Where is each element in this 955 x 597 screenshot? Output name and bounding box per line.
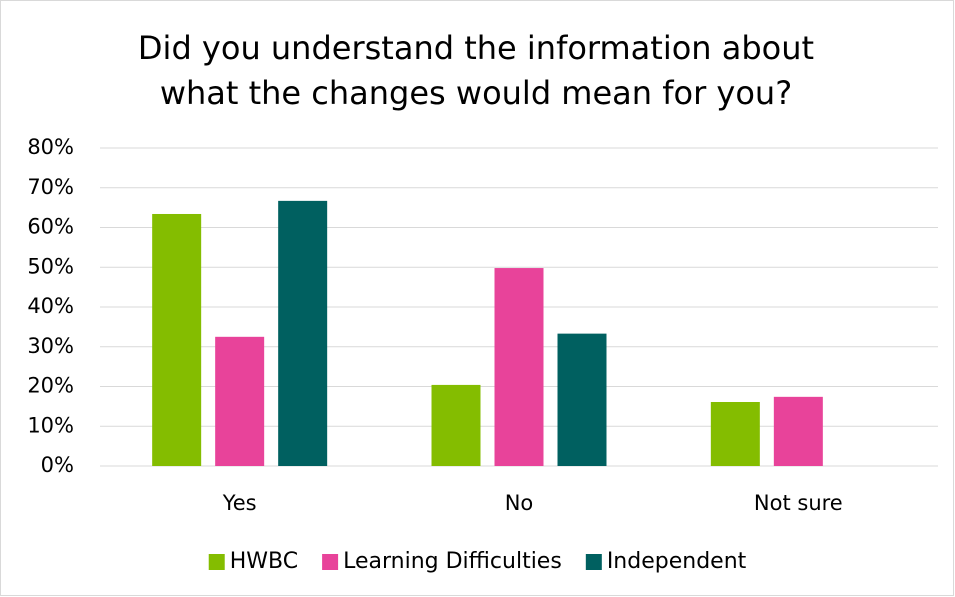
y-tick-label: 30% [27, 334, 74, 358]
bar [710, 402, 760, 466]
chart-title: Did you understand the information about [138, 29, 814, 67]
bar [773, 396, 823, 466]
legend-swatch [208, 554, 225, 570]
bar [557, 333, 607, 466]
chart-title: what the changes would mean for you? [160, 74, 792, 112]
x-tick-label: Not sure [754, 491, 843, 515]
bar [152, 213, 202, 466]
y-tick-label: 10% [27, 413, 74, 437]
x-tick-label: No [505, 491, 534, 515]
y-tick-label: 20% [27, 374, 74, 398]
legend-swatch [585, 554, 602, 570]
x-tick-label: Yes [222, 491, 257, 515]
bar [278, 200, 328, 466]
y-tick-label: 60% [27, 215, 74, 239]
legend-label: Learning Difficulties [343, 549, 562, 574]
legend-swatch [322, 554, 339, 570]
legend-label: HWBC [230, 549, 298, 574]
bar [431, 384, 481, 466]
bar [215, 336, 265, 466]
bar [494, 268, 544, 466]
y-tick-label: 80% [27, 135, 74, 159]
legend-label: Independent [607, 549, 747, 574]
y-tick-label: 50% [27, 254, 74, 278]
y-tick-label: 70% [27, 175, 74, 199]
y-tick-label: 0% [41, 453, 74, 477]
y-tick-label: 40% [27, 294, 74, 318]
